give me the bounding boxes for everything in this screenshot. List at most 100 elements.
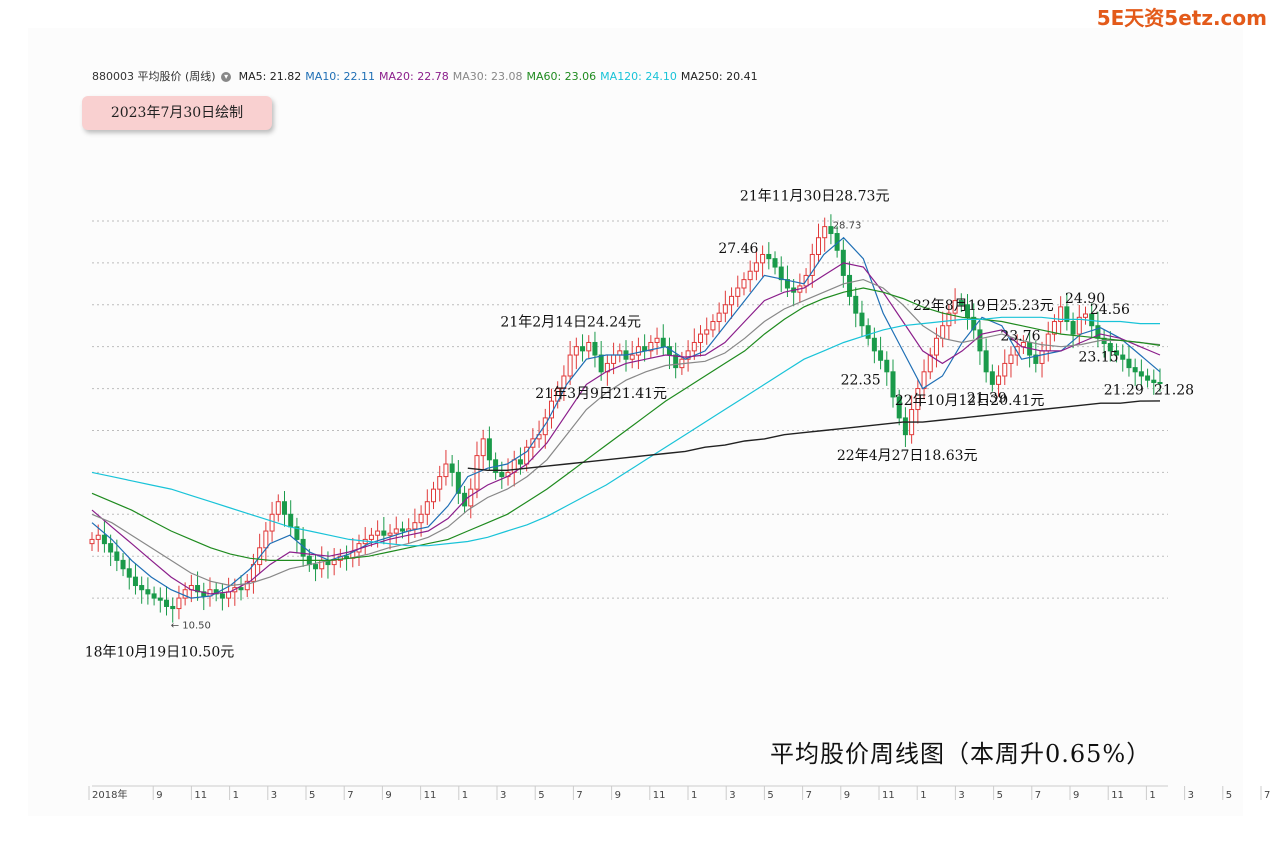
x-tick-label: 11 xyxy=(882,790,895,801)
candle-body xyxy=(1138,371,1144,377)
candle-body xyxy=(952,300,958,314)
candle-body xyxy=(648,341,654,352)
candle-body xyxy=(598,354,604,373)
candle-body xyxy=(182,589,188,599)
chart-annotation: 21年2月14日24.24元 xyxy=(500,315,641,331)
candle-body xyxy=(1076,316,1082,335)
candle-body xyxy=(170,605,176,610)
candle-body xyxy=(983,350,989,373)
candle-body xyxy=(735,287,741,297)
chart-annotation: 24.90 xyxy=(1065,291,1105,307)
candle-body xyxy=(368,534,374,540)
candle-body xyxy=(815,237,821,255)
candle-body xyxy=(1082,313,1088,318)
candle-body xyxy=(1157,381,1163,384)
candle-body xyxy=(418,513,424,524)
candle-body xyxy=(1132,367,1138,373)
candle-body xyxy=(890,371,896,398)
candle-body xyxy=(1039,350,1045,364)
candle-body xyxy=(455,471,461,494)
candle-body xyxy=(1151,379,1157,383)
candle-body xyxy=(971,316,977,331)
x-tick-label: 11 xyxy=(194,790,207,801)
candle-body xyxy=(294,526,300,540)
candle-body xyxy=(567,354,573,377)
chart-annotation: ← 10.50 xyxy=(171,621,211,632)
ma-line-ma30 xyxy=(91,278,1161,587)
candle-body xyxy=(710,321,716,331)
candle-body xyxy=(946,312,952,327)
candle-body xyxy=(573,346,579,356)
candle-body xyxy=(486,438,492,461)
candle-body xyxy=(108,543,114,553)
chart-annotation: 22.35 xyxy=(841,372,881,388)
candle-body xyxy=(871,337,877,352)
x-tick-label: 9 xyxy=(156,790,162,801)
candle-body xyxy=(859,312,865,327)
candle-body xyxy=(654,337,660,343)
dropdown-icon[interactable]: ▾ xyxy=(221,72,232,82)
candle-body xyxy=(238,587,244,591)
candle-body xyxy=(139,585,145,591)
candle-body xyxy=(828,226,834,235)
x-tick-label: 2018年 xyxy=(92,788,127,801)
candle-body xyxy=(642,346,648,352)
ma-line-ma20 xyxy=(91,262,1161,595)
candle-body xyxy=(132,576,138,587)
x-tick-label: 7 xyxy=(576,790,582,801)
candle-body xyxy=(940,325,946,339)
candle-body xyxy=(176,597,182,610)
x-tick-label: 3 xyxy=(1188,790,1194,801)
candle-body xyxy=(741,279,747,289)
ma-legend: 880003 平均股价 (周线) ▾ MA5: 21.82 MA10: 22.11… xyxy=(92,68,762,84)
candle-body xyxy=(381,530,387,536)
x-tick-label: 1 xyxy=(462,790,468,801)
candle-body xyxy=(1045,333,1051,352)
candle-body xyxy=(375,530,381,536)
x-tick-label: 9 xyxy=(385,790,391,801)
candle-body xyxy=(331,559,337,566)
candle-body xyxy=(1008,354,1014,364)
candle-body xyxy=(1058,306,1064,323)
chart-annotation: 21年11月30日28.73元 xyxy=(740,189,890,205)
candle-body xyxy=(449,463,455,473)
candle-body xyxy=(685,350,691,360)
candle-body xyxy=(809,253,815,276)
instrument-label: 880003 平均股价 (周线) xyxy=(92,70,216,83)
candle-body xyxy=(673,354,679,369)
candle-body xyxy=(288,513,294,528)
x-tick-label: 1 xyxy=(233,790,239,801)
candle-body xyxy=(611,354,617,364)
candle-body xyxy=(927,354,933,373)
date-badge: 2023年7月30日绘制 xyxy=(82,96,272,130)
chart-annotation: 23.15 xyxy=(1078,350,1118,366)
x-tick-label: 1 xyxy=(691,790,697,801)
chart-annotation: 21.29 xyxy=(1104,382,1144,398)
candle-body xyxy=(933,337,939,356)
candle-body xyxy=(704,329,710,335)
candle-body xyxy=(443,463,449,478)
candle-body xyxy=(778,266,784,281)
candle-body xyxy=(747,270,753,281)
candle-body xyxy=(517,459,523,465)
candle-body xyxy=(499,471,505,478)
candle-body xyxy=(977,329,983,352)
candle-body xyxy=(784,279,790,289)
candle-body xyxy=(269,513,275,532)
candle-body xyxy=(722,304,728,314)
candle-body xyxy=(592,341,598,356)
ma-legend-item: MA250: 20.41 xyxy=(680,70,758,83)
chart-annotation: 21.39 xyxy=(967,390,1007,406)
candle-body xyxy=(766,253,772,260)
chart-annotation: 22年8月19日25.23元 xyxy=(913,298,1054,314)
x-tick-label: 5 xyxy=(997,790,1003,801)
candle-body xyxy=(865,325,871,339)
chart-annotation: 22年10月12日20.41元 xyxy=(895,393,1045,409)
candle-body xyxy=(226,591,232,599)
candle-body xyxy=(126,568,132,578)
candle-body xyxy=(729,295,735,306)
x-tick-label: 11 xyxy=(653,790,666,801)
candle-body xyxy=(337,555,343,561)
chart-annotation: 28.73 xyxy=(833,221,862,232)
candle-body xyxy=(580,346,586,352)
